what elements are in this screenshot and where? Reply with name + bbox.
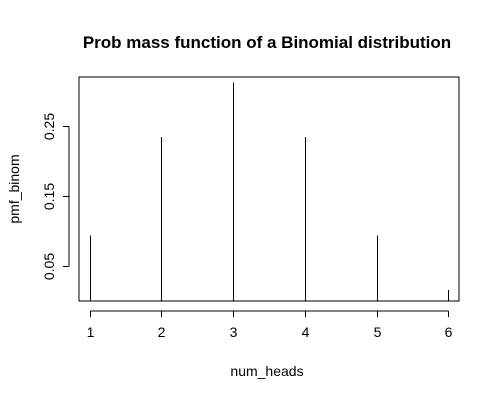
x-tick-label: 2: [158, 324, 166, 340]
y-axis: 0.05 0.15 0.25: [41, 113, 70, 280]
x-tick-label: 4: [302, 324, 310, 340]
x-tick-label: 3: [230, 324, 238, 340]
y-axis-label: pmf_binom: [6, 154, 22, 223]
x-axis: 1 2 3 4 5 6: [87, 310, 453, 340]
x-tick-label: 6: [445, 324, 453, 340]
y-tick-label: 0.15: [41, 183, 57, 210]
x-tick-label: 1: [87, 324, 95, 340]
chart-title: Prob mass function of a Binomial distrib…: [83, 33, 451, 52]
x-axis-label: num_heads: [230, 363, 303, 379]
y-tick-label: 0.25: [41, 113, 57, 140]
plot-area-box: [78, 76, 460, 302]
x-tick-label: 5: [374, 324, 382, 340]
pmf-bars: [90, 82, 449, 301]
y-tick-label: 0.05: [41, 253, 57, 280]
